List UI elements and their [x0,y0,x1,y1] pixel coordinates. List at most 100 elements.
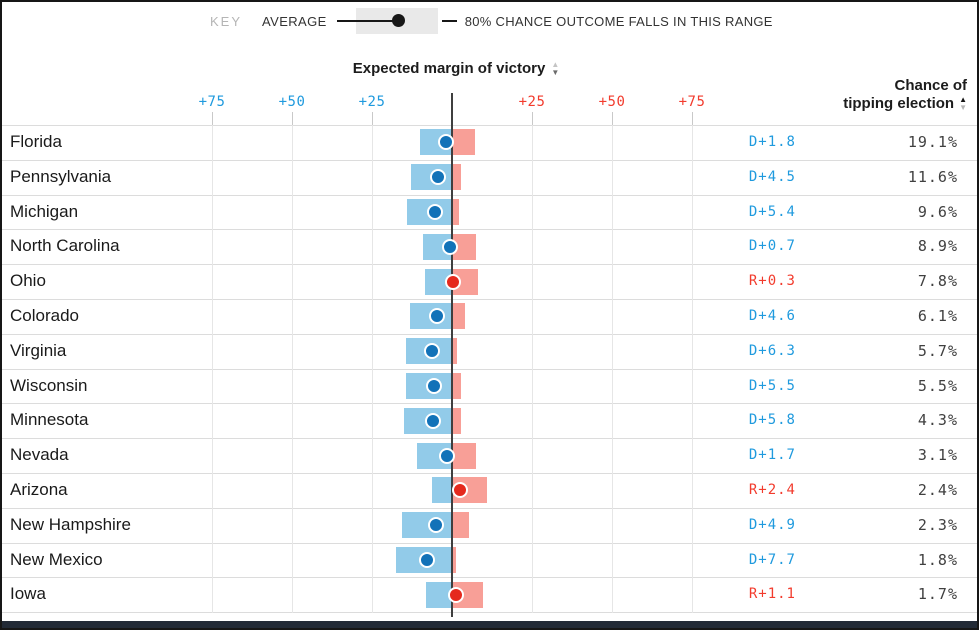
table-row: Virginia D+6.3 5.7% [0,334,979,370]
average-dot [419,551,436,568]
dem-range-bar [431,477,452,504]
chance-header-line1: Chance of [894,77,967,94]
average-dot [429,169,446,186]
margin-value: D+5.8 [748,412,796,429]
rep-range-bar [452,512,469,539]
table-row: Nevada D+1.7 3.1% [0,438,979,474]
margin-value: R+0.3 [748,273,796,290]
table-top-rule [0,125,979,126]
sort-up-icon: ▲ [551,59,560,69]
axis-tick [212,112,213,125]
state-label: Michigan [10,201,79,221]
margin-value: D+7.7 [748,551,796,568]
dash-icon [441,20,457,22]
margin-value: D+0.7 [748,238,796,255]
chance-value: 2.4% [917,481,958,499]
rep-range-bar [452,198,460,225]
average-dot [444,273,461,290]
sort-header-chance[interactable]: Chance of tipping election ▲ ▼ [843,77,967,113]
rep-range-bar [452,164,461,191]
average-dot-icon [391,14,405,27]
axis-tick-label: +50 [278,94,306,110]
state-label: Iowa [10,584,46,604]
state-label: Florida [10,132,62,151]
table-row: Iowa R+1.1 1.7% [0,577,979,614]
average-dot [429,308,446,325]
rep-range-bar [452,129,476,156]
axis-tick [692,112,693,125]
margin-value: R+2.4 [748,482,796,498]
table-row: Wisconsin D+5.5 5.5% [0,369,979,405]
margin-value: D+6.3 [748,342,796,359]
margin-value: R+1.1 [748,586,796,603]
average-dot [426,203,443,220]
average-line-icon [336,20,399,22]
sort-up-icon: ▲ [959,95,967,104]
chance-value: 7.8% [917,272,958,291]
margin-value: D+1.7 [748,447,796,464]
chance-value: 19.1% [907,133,958,151]
axis-tick [612,112,613,125]
rep-range-bar [452,303,466,330]
average-dot [425,412,442,429]
state-label: Ohio [10,271,46,291]
table-row: Florida D+1.8 19.1% [0,125,979,161]
average-dot [438,134,455,151]
chance-header-line2: tipping election [843,95,955,112]
rep-range-bar [452,372,461,399]
sort-header-margin[interactable]: Expected margin of victory ▲ ▼ [353,60,559,77]
legend: KEY AVERAGE 80% CHANCE OUTCOME FALLS IN … [210,7,773,35]
axis-tick-label: +75 [678,94,706,110]
table-row: Colorado D+4.6 6.1% [0,299,979,335]
axis-tick [292,112,293,125]
sort-down-icon: ▼ [551,67,560,77]
axis-tick-label: +25 [358,94,386,110]
key-label: KEY [210,13,243,29]
state-label: Arizona [10,480,68,499]
chance-value: 1.7% [917,585,958,604]
rep-range-bar [452,546,457,573]
axis-tick [372,112,373,125]
chance-value: 6.1% [917,307,958,325]
margin-value: D+4.5 [748,168,796,185]
margin-value: D+1.8 [748,134,796,150]
gridline [372,125,373,613]
margin-value: D+4.6 [748,308,796,324]
axis-tick-label: +75 [198,94,226,110]
margin-header-label: Expected margin of victory [352,60,546,77]
zero-axis-line [451,93,453,617]
table-row: Pennsylvania D+4.5 11.6% [0,160,979,196]
legend-average-label: AVERAGE [262,13,327,29]
footer-bar [0,621,979,630]
dem-range-bar [401,512,452,539]
average-dot [447,586,464,603]
rep-range-bar [452,442,476,469]
average-dot [426,377,443,394]
state-label: Virginia [10,340,67,360]
sort-arrows-icon: ▲ ▼ [551,59,560,77]
average-dot [423,343,440,360]
average-dot [451,482,468,499]
state-label: New Hampshire [10,514,131,534]
margin-value: D+4.9 [748,516,796,533]
table-row: Minnesota D+5.8 4.3% [0,403,979,440]
legend-range-label: 80% CHANCE OUTCOME FALLS IN THIS RANGE [464,13,773,29]
gridline [212,125,213,613]
chance-value: 3.1% [917,446,958,465]
state-label: Wisconsin [10,375,88,395]
chance-value: 2.3% [917,515,958,534]
table-row: Arizona R+2.4 2.4% [0,473,979,509]
gridline [292,125,293,613]
margin-value: D+5.4 [748,203,796,220]
chance-value: 11.6% [907,167,958,186]
axis-tick-label: +50 [598,94,626,110]
gridline [612,125,613,613]
axis-tick [532,112,533,125]
rep-range-bar [452,338,457,365]
table-row: North Carolina D+0.7 8.9% [0,229,979,266]
average-dot [441,238,458,255]
gridline [692,125,693,613]
average-range-glyph [336,8,438,34]
table-row: New Mexico D+7.7 1.8% [0,543,979,579]
gridline [532,125,533,613]
